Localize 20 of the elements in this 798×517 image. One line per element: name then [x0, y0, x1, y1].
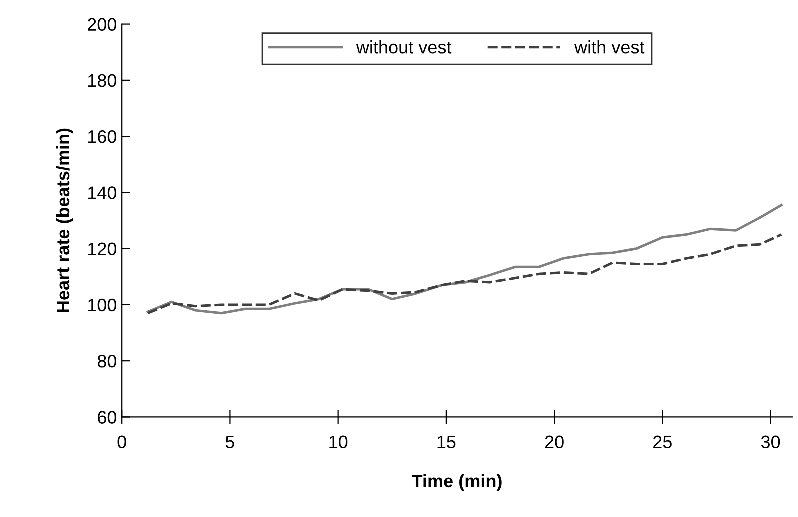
x-tick-label: 15	[438, 436, 456, 449]
legend-label: without vest	[356, 40, 452, 54]
y-tick-label: 100	[88, 298, 117, 312]
y-tick-label: 180	[88, 74, 117, 88]
x-tick-label: 5	[226, 436, 234, 449]
y-tick-label: 60	[98, 411, 117, 424]
x-tick-label: 0	[118, 436, 126, 449]
x-tick-label: 20	[545, 436, 564, 449]
line-series	[146, 234, 783, 315]
legend-label: with vest	[574, 40, 645, 54]
x-axis-title: Time (min)	[412, 474, 502, 492]
y-tick-label: 200	[88, 18, 117, 32]
y-tick-label: 160	[88, 130, 117, 144]
y-tick-label: 140	[88, 186, 117, 200]
y-axis-title: Heart rate (beats/min)	[56, 128, 74, 312]
x-tick-label: 25	[654, 436, 672, 449]
x-tick-label: 30	[761, 436, 780, 449]
y-tick-label: 120	[88, 242, 117, 256]
x-tick-label: 10	[330, 436, 348, 449]
y-tick-label: 80	[98, 355, 117, 368]
